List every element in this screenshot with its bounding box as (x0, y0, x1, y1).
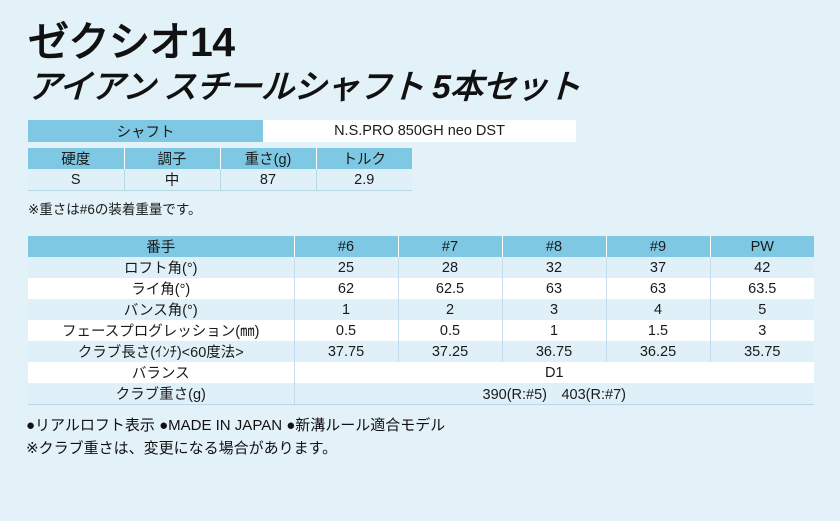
spec-row-label: ロフト角(°) (28, 257, 294, 279)
footer-notes: ●リアルロフト表示 ●MADE IN JAPAN ●新溝ルール適合モデル ※クラ… (26, 415, 840, 460)
spec-cell: 4 (605, 299, 710, 321)
spec-cell: 28 (397, 257, 502, 279)
spec-cell-span: D1 (293, 362, 814, 384)
shaft-label-cell: シャフト (28, 120, 263, 143)
spec-cell: 36.25 (605, 341, 710, 363)
table-row: バンス角(°) 1 2 3 4 5 (28, 299, 814, 321)
spec-header-i8: #8 (501, 236, 606, 258)
spec-header-i7: #7 (397, 236, 502, 258)
spec-cell: 42 (709, 257, 814, 279)
spec-cell: 37.25 (397, 341, 502, 363)
spec-cell: 35.75 (709, 341, 814, 363)
shaft-value-weight: 87 (219, 169, 316, 192)
spec-row-label: ライ角(°) (28, 278, 294, 300)
shaft-header-weight: 重さ(g) (219, 148, 316, 170)
spec-cell: 36.75 (501, 341, 606, 363)
spec-row-label: クラブ重さ(g) (28, 383, 294, 406)
footer-line-1: ●リアルロフト表示 ●MADE IN JAPAN ●新溝ルール適合モデル (26, 417, 446, 435)
shaft-spec-value-row: S 中 87 2.9 (28, 169, 412, 192)
spec-header-pw: PW (709, 236, 814, 258)
shaft-value-flex: S (28, 169, 124, 192)
spec-cell: 37 (605, 257, 710, 279)
spec-cell: 32 (501, 257, 606, 279)
spec-cell: 0.5 (397, 320, 502, 342)
shaft-header-torque: トルク (315, 148, 412, 170)
spec-header-number: 番手 (28, 236, 294, 258)
table-row: フェースプログレッション(㎜) 0.5 0.5 1 1.5 3 (28, 320, 814, 342)
spec-cell: 63 (605, 278, 710, 300)
spec-cell: 2 (397, 299, 502, 321)
shaft-name-cell: N.S.PRO 850GH neo DST (263, 120, 576, 143)
spec-cell: 1 (501, 320, 606, 342)
table-row: ライ角(°) 62 62.5 63 63 63.5 (28, 278, 814, 300)
title-block: ゼクシオ14 アイアン スチールシャフト 5本セット (0, 0, 840, 105)
shaft-header-flex: 硬度 (28, 148, 124, 170)
footer-line-2: ※クラブ重さは、変更になる場合があります。 (26, 439, 338, 457)
spec-row-label: クラブ長さ(ｲﾝﾁ)<60度法> (28, 341, 294, 363)
spec-cell: 37.75 (293, 341, 398, 363)
spec-cell: 5 (709, 299, 814, 321)
spec-cell: 3 (709, 320, 814, 342)
page-subtitle: アイアン スチールシャフト 5本セット (27, 67, 581, 105)
table-row: クラブ重さ(g) 390(R:#5) 403(R:#7) (28, 383, 814, 406)
shaft-name-row: シャフト N.S.PRO 850GH neo DST (28, 120, 576, 143)
spec-cell: 0.5 (293, 320, 398, 342)
spec-cell: 62.5 (397, 278, 502, 300)
club-spec-table: 番手 #6 #7 #8 #9 PW ロフト角(°) 25 28 32 37 42… (28, 236, 814, 406)
table-row: ロフト角(°) 25 28 32 37 42 (28, 257, 814, 279)
spec-cell: 3 (501, 299, 606, 321)
table-row: バランス D1 (28, 362, 814, 384)
shaft-value-kick: 中 (123, 169, 220, 192)
spec-cell: 1.5 (605, 320, 710, 342)
shaft-name-table: シャフト N.S.PRO 850GH neo DST (28, 120, 576, 143)
shaft-weight-note: ※重さは#6の装着重量です。 (28, 202, 202, 218)
spec-cell-span: 390(R:#5) 403(R:#7) (293, 383, 814, 406)
spec-cell: 62 (293, 278, 398, 300)
shaft-header-kick: 調子 (123, 148, 220, 170)
spec-row-label: バンス角(°) (28, 299, 294, 321)
page-title: ゼクシオ14 (28, 19, 235, 65)
spec-header-i9: #9 (605, 236, 710, 258)
spec-header-i6: #6 (293, 236, 398, 258)
shaft-spec-header-row: 硬度 調子 重さ(g) トルク (28, 148, 412, 170)
spec-row-label: フェースプログレッション(㎜) (28, 320, 294, 342)
spec-cell: 63 (501, 278, 606, 300)
spec-cell: 63.5 (709, 278, 814, 300)
table-row: クラブ長さ(ｲﾝﾁ)<60度法> 37.75 37.25 36.75 36.25… (28, 341, 814, 363)
spec-cell: 1 (293, 299, 398, 321)
shaft-spec-table: 硬度 調子 重さ(g) トルク S 中 87 2.9 (28, 148, 412, 192)
spec-row-label: バランス (28, 362, 294, 384)
spec-header-row: 番手 #6 #7 #8 #9 PW (28, 236, 814, 258)
shaft-value-torque: 2.9 (315, 169, 412, 192)
spec-cell: 25 (293, 257, 398, 279)
